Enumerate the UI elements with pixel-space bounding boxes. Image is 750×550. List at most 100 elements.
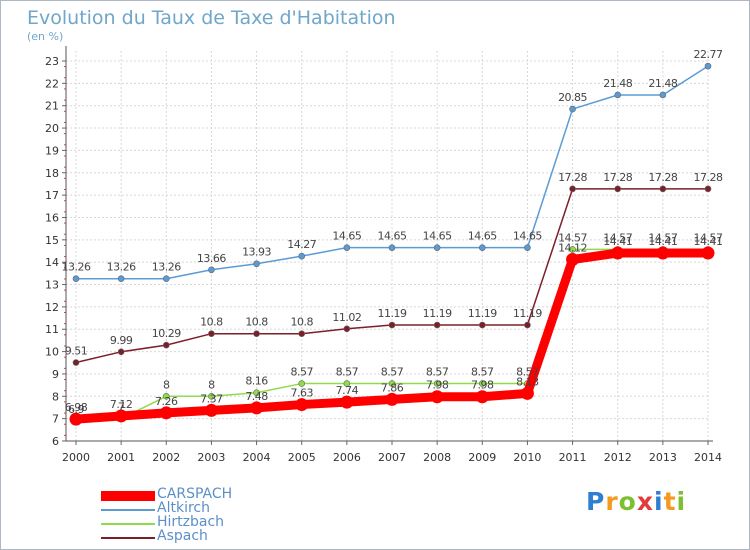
data-label-aspach: 17.28 — [603, 171, 632, 184]
data-label-altkirch: 22.77 — [694, 48, 723, 61]
data-label-carspach: 14.41 — [648, 235, 677, 248]
data-point-aspach — [72, 359, 80, 366]
data-label-altkirch: 14.65 — [513, 230, 542, 243]
data-label-hirtzbach: 14.57 — [558, 231, 587, 244]
data-label-hirtzbach: 7 — [118, 401, 125, 414]
data-label-carspach: 14.41 — [694, 235, 723, 248]
data-label-hirtzbach: 8.57 — [336, 366, 359, 379]
data-label-hirtzbach: 8.57 — [290, 366, 313, 379]
data-label-hirtzbach: 14.57 — [694, 231, 723, 244]
x-tick-label: 2009 — [468, 451, 496, 464]
data-point-carspach — [295, 398, 309, 412]
y-tick-label: 19 — [45, 144, 59, 157]
data-point-altkirch — [162, 275, 170, 283]
data-label-carspach: 14.41 — [603, 235, 632, 248]
legend-swatch-aspach — [101, 537, 155, 539]
data-point-carspach — [520, 386, 534, 400]
data-label-altkirch: 14.65 — [423, 230, 452, 243]
data-point-hirtzbach — [162, 392, 170, 400]
data-label-aspach: 17.28 — [558, 171, 587, 184]
data-label-hirtzbach: 8 — [163, 378, 170, 391]
data-point-aspach — [388, 321, 396, 329]
data-label-aspach: 11.19 — [468, 307, 497, 320]
data-point-aspach — [433, 321, 441, 329]
data-point-carspach — [430, 390, 444, 404]
legend-label-hirtzbach: Hirtzbach — [157, 514, 225, 530]
data-point-aspach — [117, 348, 125, 356]
data-label-hirtzbach: 8.57 — [471, 366, 494, 379]
y-tick-label: 13 — [45, 279, 59, 292]
data-point-carspach — [475, 390, 489, 404]
x-tick-label: 2003 — [197, 451, 225, 464]
data-label-hirtzbach: 8.57 — [516, 366, 539, 379]
y-tick-label: 23 — [45, 55, 59, 68]
data-label-carspach: 7.98 — [426, 379, 449, 392]
data-label-altkirch: 14.65 — [378, 230, 407, 243]
y-tick-label: 18 — [45, 167, 59, 180]
x-tick-label: 2006 — [333, 451, 361, 464]
data-point-aspach — [343, 325, 351, 333]
data-label-aspach: 11.19 — [513, 307, 542, 320]
data-point-altkirch — [659, 91, 667, 99]
data-point-aspach — [704, 185, 712, 193]
y-tick-label: 16 — [45, 211, 59, 224]
data-label-altkirch: 20.85 — [558, 91, 587, 104]
data-label-aspach: 11.19 — [423, 307, 452, 320]
legend-label-aspach: Aspach — [157, 528, 208, 544]
legend-swatch-hirtzbach — [101, 523, 155, 525]
data-point-aspach — [659, 185, 667, 193]
x-tick-label: 2002 — [152, 451, 180, 464]
data-point-altkirch — [253, 260, 260, 268]
data-point-carspach — [69, 412, 83, 426]
data-label-altkirch: 14.65 — [468, 230, 497, 243]
logo-letter: o — [618, 487, 637, 516]
x-tick-label: 2004 — [243, 451, 271, 464]
data-point-hirtzbach — [478, 380, 486, 387]
x-tick-label: 2008 — [423, 451, 451, 464]
data-label-carspach: 7.86 — [381, 381, 404, 394]
data-point-aspach — [478, 321, 486, 329]
data-point-altkirch — [569, 105, 576, 113]
data-point-carspach — [566, 252, 580, 266]
x-tick-label: 2005 — [288, 451, 316, 464]
y-tick-label: 14 — [45, 256, 59, 269]
data-label-carspach: 7.74 — [336, 384, 359, 397]
data-label-carspach: 7.48 — [245, 390, 268, 403]
data-label-aspach: 9.99 — [110, 334, 133, 347]
data-label-hirtzbach: 14.57 — [603, 231, 632, 244]
y-tick-label: 15 — [45, 234, 59, 247]
data-label-aspach: 11.02 — [332, 311, 361, 324]
data-label-aspach: 10.8 — [245, 316, 268, 329]
data-point-hirtzbach — [569, 246, 576, 253]
x-tick-label: 2007 — [378, 451, 406, 464]
data-label-aspach: 10.8 — [290, 316, 313, 329]
data-point-altkirch — [478, 244, 486, 251]
data-label-carspach: 8.13 — [516, 375, 539, 388]
data-label-carspach: 7.26 — [155, 395, 178, 408]
x-tick-label: 2001 — [107, 451, 135, 464]
y-tick-label: 21 — [45, 100, 59, 113]
data-point-aspach — [208, 330, 215, 338]
y-tick-label: 7 — [52, 413, 59, 426]
data-label-altkirch: 14.65 — [332, 230, 361, 243]
data-point-aspach — [614, 185, 622, 193]
data-label-aspach: 11.19 — [378, 307, 407, 320]
data-point-hirtzbach — [388, 380, 396, 387]
data-point-altkirch — [388, 244, 396, 251]
x-tick-label: 2011 — [559, 451, 587, 464]
proxiti-logo: Proxiti — [586, 487, 686, 516]
data-label-hirtzbach: 8 — [208, 378, 215, 391]
data-point-carspach — [701, 246, 715, 260]
logo-letter: t — [663, 487, 677, 516]
data-label-altkirch: 13.93 — [242, 246, 271, 259]
y-tick-label: 12 — [45, 301, 59, 314]
data-label-hirtzbach: 6.9 — [68, 403, 84, 416]
data-point-altkirch — [117, 275, 125, 283]
data-point-hirtzbach — [343, 380, 351, 387]
chart-unit: (en %) — [27, 30, 64, 43]
y-tick-label: 11 — [45, 323, 59, 336]
data-label-hirtzbach: 8.57 — [426, 366, 449, 379]
data-label-altkirch: 21.48 — [603, 77, 632, 90]
